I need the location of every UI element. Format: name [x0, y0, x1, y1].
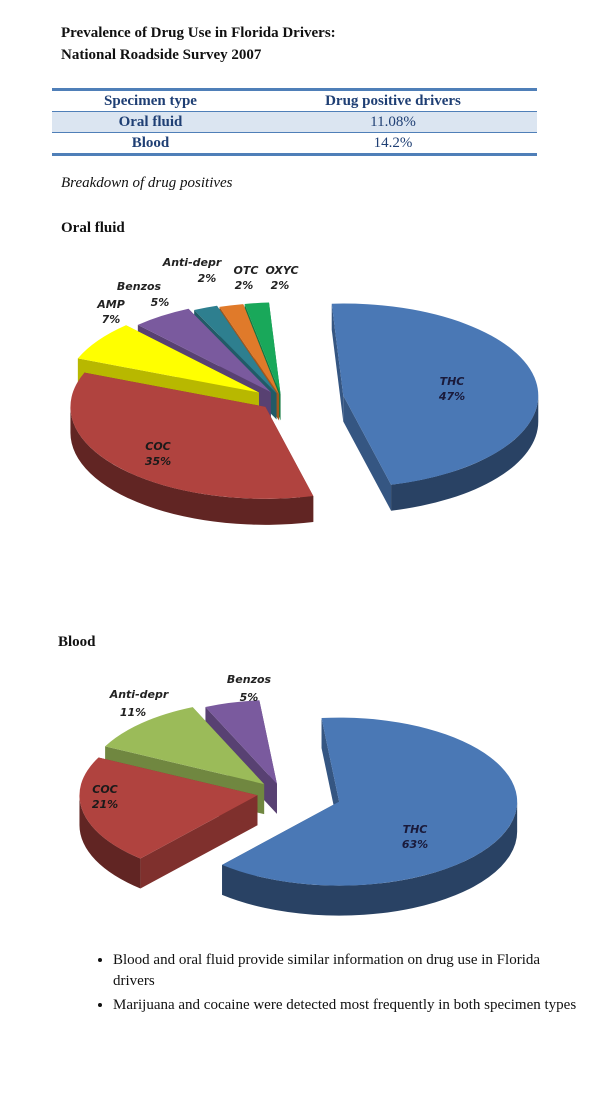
- slice-value-thc: 63%: [402, 838, 428, 851]
- table-row: Blood 14.2%: [52, 133, 537, 155]
- drug-positive-cell: 14.2%: [373, 134, 413, 151]
- slice-label-amp: AMP: [96, 298, 125, 311]
- list-item: Blood and oral fluid provide similar inf…: [113, 950, 583, 992]
- slice-label-coc: COC: [92, 783, 118, 796]
- title-line-2: National Roadside Survey 2007: [61, 47, 262, 63]
- table-row: Oral fluid 11.08%: [52, 111, 537, 133]
- slice-value-amp: 7%: [102, 313, 121, 326]
- oral-fluid-heading: Oral fluid: [61, 220, 125, 236]
- list-item: Marijuana and cocaine were detected most…: [113, 995, 583, 1016]
- pie-slice-thc: [331, 303, 539, 511]
- slice-label-thc: THC: [440, 375, 465, 388]
- slice-label-coc: COC: [145, 440, 171, 453]
- breakdown-heading: Breakdown of drug positives: [61, 175, 233, 191]
- slice-value-anti-depr: 2%: [198, 272, 217, 285]
- page-title: Prevalence of Drug Use in Florida Driver…: [61, 22, 336, 66]
- pie-slice-coc: [79, 757, 258, 889]
- notes-list: Blood and oral fluid provide similar inf…: [85, 950, 583, 1019]
- specimen-type-cell: Blood: [131, 134, 170, 151]
- blood-pie-chart: THC 63% COC 21% Anti-depr 11% Benzos 5%: [79, 673, 518, 916]
- oral-fluid-pie-chart: THC 47% COC 35% AMP 7% Benzos 5% Anti-depr 2% OTC 2…: [70, 256, 539, 525]
- blood-heading: Blood: [58, 634, 96, 650]
- pie-slice-coc: [70, 372, 314, 525]
- column-header: Specimen type: [52, 89, 249, 112]
- slice-value-benzos: 5%: [240, 691, 259, 704]
- slice-value-anti-depr: 11%: [120, 706, 146, 719]
- slice-value-oxyc: 2%: [271, 279, 290, 292]
- slice-value-coc: 21%: [92, 798, 118, 811]
- slice-label-oxyc: OXYC: [265, 264, 298, 277]
- slice-label-benzos: Benzos: [227, 673, 272, 686]
- column-header: Drug positive drivers: [249, 89, 537, 112]
- specimen-table: Specimen type Drug positive drivers Oral…: [52, 88, 537, 156]
- slice-value-otc: 2%: [235, 279, 254, 292]
- slice-label-otc: OTC: [234, 264, 259, 277]
- specimen-type-cell: Oral fluid: [52, 111, 249, 133]
- title-line-1: Prevalence of Drug Use in Florida Driver…: [61, 25, 336, 41]
- slice-label-anti-depr: Anti-depr: [109, 688, 169, 701]
- slice-value-benzos: 5%: [151, 296, 170, 309]
- slice-label-benzos: Benzos: [117, 280, 162, 293]
- table-header-row: Specimen type Drug positive drivers: [52, 89, 537, 112]
- slice-value-thc: 47%: [438, 390, 465, 403]
- pie-slice-thc: [222, 717, 518, 916]
- drug-positive-cell: 11.08%: [249, 111, 537, 133]
- slice-label-thc: THC: [403, 823, 428, 836]
- slice-value-coc: 35%: [145, 455, 171, 468]
- slice-label-anti-depr: Anti-depr: [162, 256, 222, 269]
